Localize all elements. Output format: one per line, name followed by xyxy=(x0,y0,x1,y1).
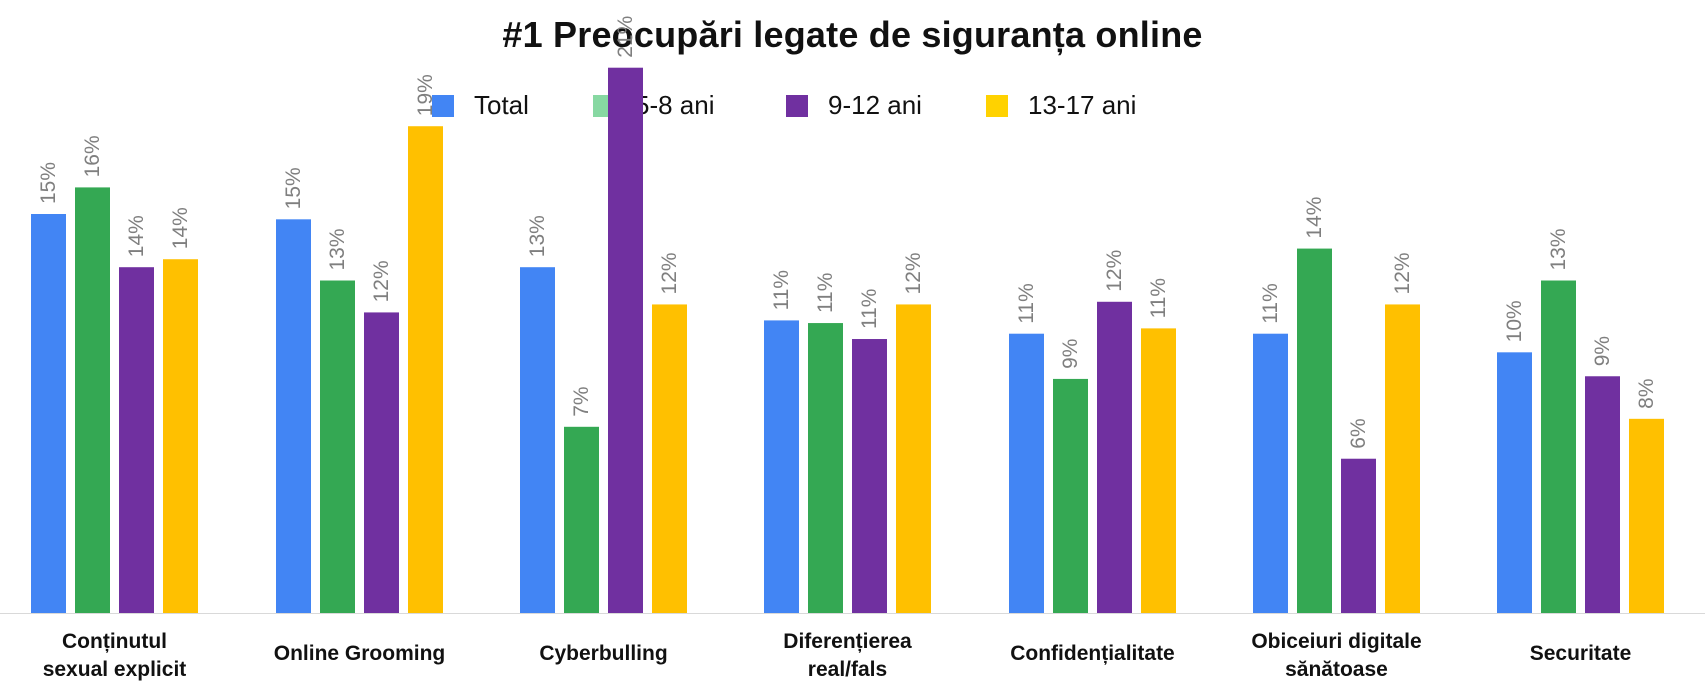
category-label-line: Online Grooming xyxy=(273,642,446,665)
bar-confidentialitate-13-17-ani xyxy=(1141,328,1176,613)
bar-online-grooming-13-17-ani xyxy=(408,126,443,613)
bar-cyberbulling-13-17-ani xyxy=(652,304,687,613)
data-label-continutul-sexual-explicit-total: 15% xyxy=(37,162,60,204)
bar-securitate-5-8-ani xyxy=(1541,280,1576,613)
data-label-cyberbulling-total: 13% xyxy=(526,215,549,257)
bar-online-grooming-total xyxy=(276,219,311,613)
data-label-online-grooming-total: 15% xyxy=(282,167,305,209)
category-label-line: Cyberbulling xyxy=(539,642,668,665)
data-label-online-grooming-13-17-ani: 19% xyxy=(414,74,437,116)
data-label-securitate-13-17-ani: 8% xyxy=(1635,378,1658,408)
bar-confidentialitate-9-12-ani xyxy=(1097,301,1132,613)
category-label-confidentialitate: Confidențialitate xyxy=(983,640,1203,668)
bar-continutul-sexual-explicit-13-17-ani xyxy=(163,259,198,613)
data-label-obiceiuri-digitale-sanatoase-total: 11% xyxy=(1259,283,1282,323)
legend-item-total: Total xyxy=(432,90,529,121)
category-label-obiceiuri-digitale-sanatoase: Obiceiuri digitale sănătoase xyxy=(1227,628,1447,684)
data-label-confidentialitate-5-8-ani: 9% xyxy=(1059,339,1082,369)
data-label-diferentierea-real-fals-9-12-ani: 11% xyxy=(858,289,881,329)
data-label-cyberbulling-9-12-ani: 21% xyxy=(614,16,637,58)
bar-diferentierea-real-fals-9-12-ani xyxy=(852,339,887,613)
category-label-line: Diferențierea xyxy=(783,630,912,653)
bar-online-grooming-5-8-ani xyxy=(320,280,355,613)
category-label-diferentierea-real-fals: Diferențierea real/fals xyxy=(738,628,958,684)
legend-swatch-9-12-ani xyxy=(786,94,808,117)
data-label-continutul-sexual-explicit-13-17-ani: 14% xyxy=(169,207,192,249)
legend-item-13-17-ani: 13-17 ani xyxy=(986,90,1136,121)
legend-label-total: Total xyxy=(474,90,529,120)
legend-swatch-total xyxy=(432,94,454,117)
data-label-securitate-5-8-ani: 13% xyxy=(1547,228,1570,270)
data-label-securitate-total: 10% xyxy=(1503,300,1526,342)
bar-obiceiuri-digitale-sanatoase-5-8-ani xyxy=(1297,248,1332,613)
data-label-obiceiuri-digitale-sanatoase-13-17-ani: 12% xyxy=(1391,252,1414,294)
data-label-cyberbulling-13-17-ani: 12% xyxy=(658,252,681,294)
category-label-online-grooming: Online Grooming xyxy=(250,640,470,668)
bar-continutul-sexual-explicit-5-8-ani xyxy=(75,187,110,613)
data-label-securitate-9-12-ani: 9% xyxy=(1591,336,1614,366)
chart-legend: Total 5-8 ani 9-12 ani 13-17 ani xyxy=(0,90,1705,130)
category-label-line: sănătoase xyxy=(1285,658,1388,681)
bar-confidentialitate-5-8-ani xyxy=(1053,378,1088,613)
bar-diferentierea-real-fals-total xyxy=(764,320,799,613)
bar-obiceiuri-digitale-sanatoase-13-17-ani xyxy=(1385,304,1420,613)
bar-diferentierea-real-fals-5-8-ani xyxy=(808,323,843,613)
data-label-diferentierea-real-fals-5-8-ani: 11% xyxy=(814,273,837,313)
bar-diferentierea-real-fals-13-17-ani xyxy=(896,304,931,613)
bar-securitate-total xyxy=(1497,352,1532,613)
category-label-line: Conținutul xyxy=(62,630,167,653)
legend-item-9-12-ani: 9-12 ani xyxy=(786,90,922,121)
bar-cyberbulling-5-8-ani xyxy=(564,426,599,613)
data-label-cyberbulling-5-8-ani: 7% xyxy=(570,386,593,416)
legend-swatch-13-17-ani xyxy=(986,94,1008,117)
category-label-securitate: Securitate xyxy=(1471,640,1691,668)
category-label-continutul-sexual-explicit: Conținutul sexual explicit xyxy=(5,628,225,684)
data-label-confidentialitate-9-12-ani: 12% xyxy=(1103,250,1126,292)
category-label-line: real/fals xyxy=(807,658,888,681)
data-label-obiceiuri-digitale-sanatoase-5-8-ani: 14% xyxy=(1303,197,1326,239)
data-label-continutul-sexual-explicit-5-8-ani: 16% xyxy=(81,135,104,177)
legend-label-9-12-ani: 9-12 ani xyxy=(828,90,922,120)
data-label-confidentialitate-13-17-ani: 11% xyxy=(1147,278,1170,318)
bar-obiceiuri-digitale-sanatoase-total xyxy=(1253,333,1288,613)
data-label-obiceiuri-digitale-sanatoase-9-12-ani: 6% xyxy=(1347,418,1370,448)
bar-cyberbulling-9-12-ani xyxy=(608,67,643,613)
legend-label-5-8-ani: 5-8 ani xyxy=(635,90,715,120)
data-label-online-grooming-5-8-ani: 13% xyxy=(326,228,349,270)
data-label-diferentierea-real-fals-total: 11% xyxy=(770,270,793,310)
category-label-cyberbulling: Cyberbulling xyxy=(494,640,714,668)
data-label-confidentialitate-total: 11% xyxy=(1015,283,1038,323)
bar-confidentialitate-total xyxy=(1009,333,1044,613)
category-label-line: Confidențialitate xyxy=(1010,642,1175,665)
category-label-line: Securitate xyxy=(1529,642,1632,665)
bar-securitate-13-17-ani xyxy=(1629,418,1664,613)
bar-cyberbulling-total xyxy=(520,267,555,613)
bar-obiceiuri-digitale-sanatoase-9-12-ani xyxy=(1341,458,1376,613)
bar-securitate-9-12-ani xyxy=(1585,376,1620,613)
data-label-continutul-sexual-explicit-9-12-ani: 14% xyxy=(125,215,148,257)
chart-title: #1 Preocupări legate de siguranța online xyxy=(502,14,1203,55)
bar-online-grooming-9-12-ani xyxy=(364,312,399,613)
category-label-line: sexual explicit xyxy=(42,658,187,681)
category-label-line: Obiceiuri digitale xyxy=(1251,630,1422,653)
data-label-online-grooming-9-12-ani: 12% xyxy=(370,260,393,302)
bar-continutul-sexual-explicit-total xyxy=(31,214,66,613)
bar-continutul-sexual-explicit-9-12-ani xyxy=(119,267,154,613)
data-label-diferentierea-real-fals-13-17-ani: 12% xyxy=(902,252,925,294)
legend-label-13-17-ani: 13-17 ani xyxy=(1028,90,1137,120)
